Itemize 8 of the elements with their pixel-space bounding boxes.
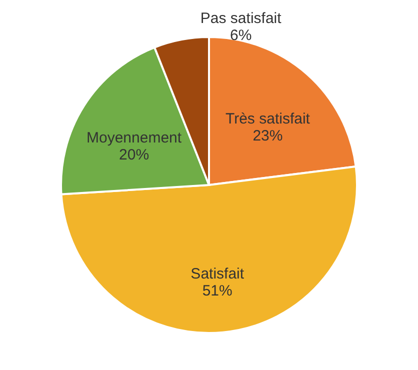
slice-label: Satisfait [190, 265, 245, 282]
data-label: 6% [230, 27, 252, 44]
slice-label: Moyennement [86, 129, 182, 146]
data-label: 20% [119, 146, 150, 164]
slice-label: Très satisfait [225, 110, 311, 128]
slice-label: Pas satisfait [200, 10, 282, 28]
data-label: 23% [252, 127, 283, 144]
data-label: 51% [202, 282, 232, 300]
